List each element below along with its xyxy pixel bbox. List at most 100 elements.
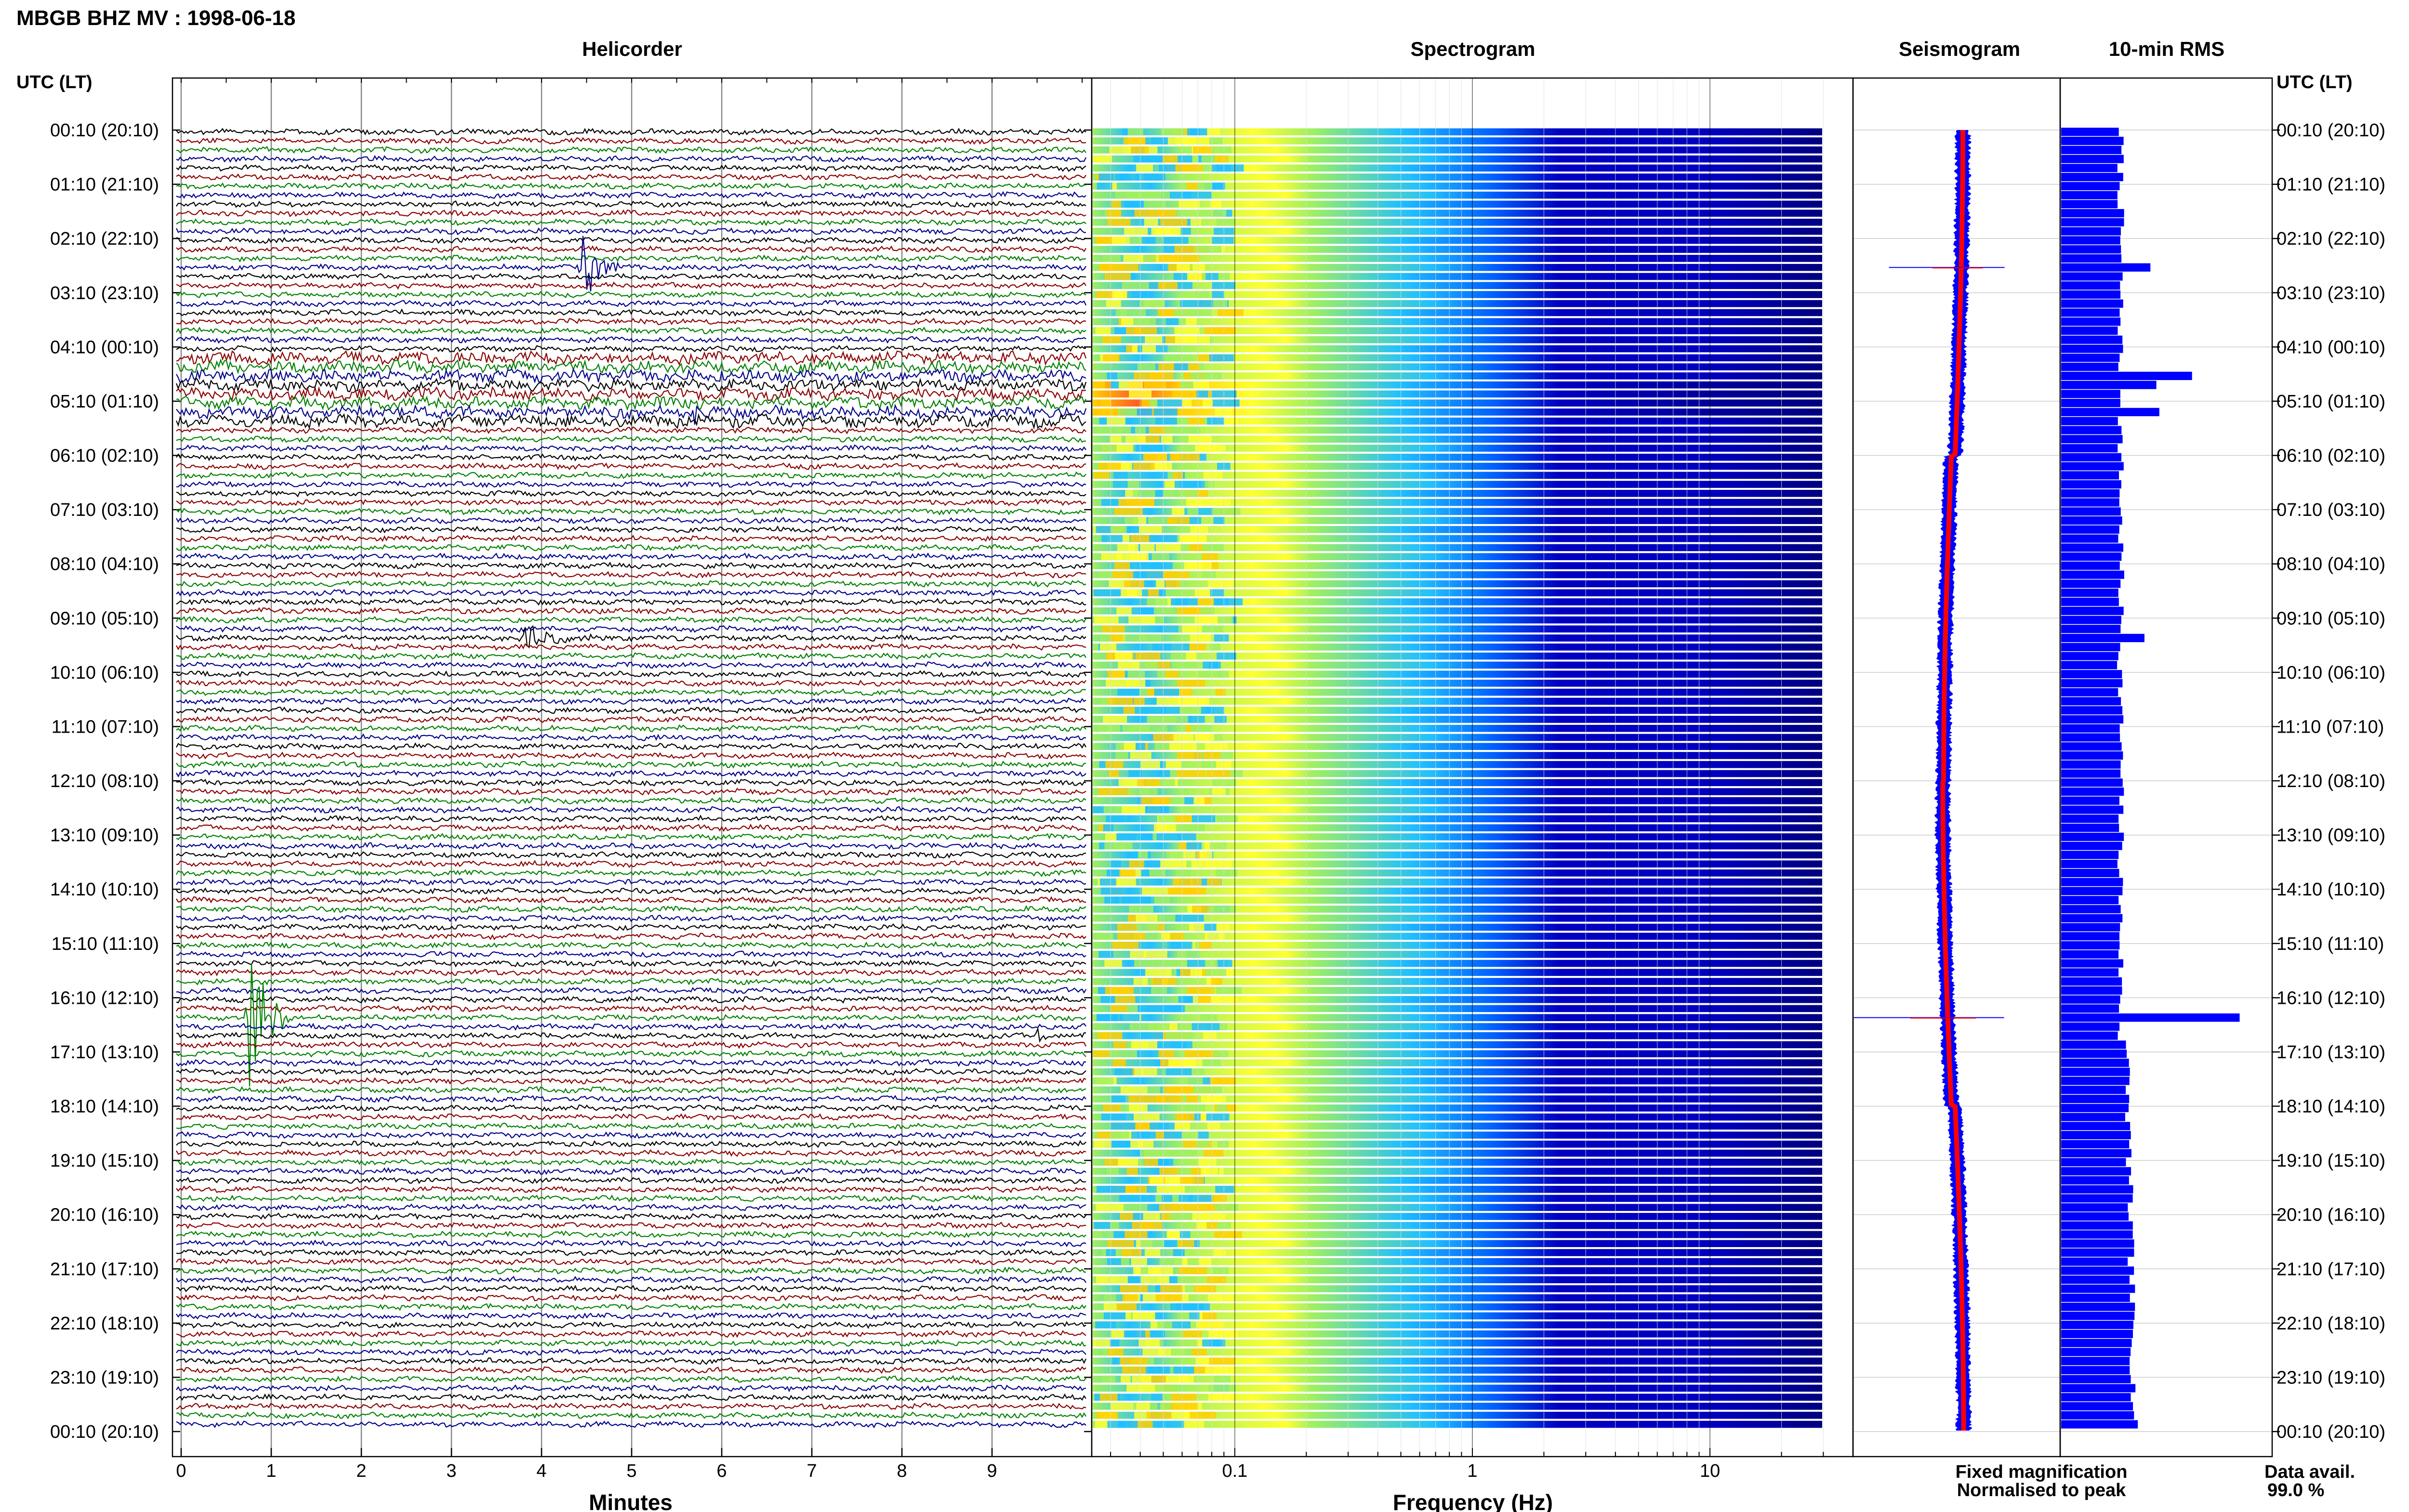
spectrogram-cell [1213, 1050, 1229, 1057]
minute-tick-label: 2 [356, 1461, 366, 1481]
minute-axis-ticks: 0 1 2 3 4 5 6 7 8 9 [176, 78, 1083, 1481]
spectrogram-cell [1155, 1384, 1182, 1392]
rms-bar [2061, 145, 2122, 154]
spectrogram-cell [1215, 688, 1226, 696]
spectrogram-cell [1177, 752, 1202, 759]
rms-bar [2061, 1221, 2133, 1230]
spectrogram-cell [1133, 1312, 1155, 1320]
spectrogram-cell [1163, 1240, 1178, 1248]
rms-bar [2061, 1013, 2240, 1022]
spectrogram-cell [1180, 969, 1193, 976]
spectrogram-row [1093, 1158, 1822, 1166]
spectrogram-row [1093, 1240, 1822, 1248]
rms-bar [2061, 625, 2121, 633]
spectrogram-cell [1214, 634, 1229, 642]
spectrogram-cell [1207, 878, 1221, 886]
helicorder-trace [176, 643, 1086, 651]
spectrogram-cell [1182, 1113, 1194, 1121]
helicorder-trace [176, 869, 1086, 877]
spectrogram-row [1093, 1231, 1822, 1238]
helicorder-trace [176, 823, 1086, 832]
spectrogram-cell [1126, 1168, 1138, 1175]
spectrogram-cell [1203, 1032, 1217, 1039]
spectrogram-cell [1216, 219, 1236, 226]
spectrogram-cell [1095, 426, 1122, 434]
helicorder-trace [176, 1149, 1086, 1157]
spectrogram-cell [1108, 1185, 1125, 1193]
helicorder-trace [176, 769, 1086, 778]
spectrogram-row [1093, 210, 1822, 217]
spectrogram-cell [1125, 435, 1146, 443]
spectrogram-cell [1165, 589, 1182, 597]
spectrogram-row [1093, 408, 1822, 416]
spectrogram-cell [1144, 661, 1158, 669]
spectrogram-cell [1214, 508, 1241, 515]
spectrogram-cell [1116, 833, 1137, 841]
spectrogram-row [1093, 1321, 1822, 1328]
minute-tick-label: 0 [176, 1461, 186, 1481]
time-label-left: 07:10 (03:10) [50, 500, 159, 520]
spectrogram-cell [1165, 426, 1191, 434]
helicorder-trace [176, 733, 1086, 741]
helicorder-trace [176, 426, 1086, 434]
helicorder-trace [176, 1113, 1086, 1121]
spectrogram-cell [1166, 318, 1179, 326]
spectrogram-cell [1184, 1050, 1204, 1057]
spectrogram-cell [1178, 200, 1200, 208]
spectrogram-row [1093, 1403, 1822, 1410]
spectrogram-cell [1148, 517, 1172, 524]
figure-title: MBGB BHZ MV : 1998-06-18 [16, 6, 295, 30]
spectrogram-cell [1209, 390, 1237, 398]
spectrogram-cell [1143, 950, 1167, 958]
helicorder-trace [176, 1249, 1086, 1257]
spectrogram-row [1093, 697, 1822, 705]
rms-bars [2061, 128, 2240, 1429]
time-label-right: 17:10 (13:10) [2277, 1042, 2385, 1063]
spectrogram-row [1093, 598, 1822, 605]
helicorder-trace [176, 887, 1086, 895]
spectrogram-cell [1099, 173, 1114, 181]
seismogram-grid [1853, 130, 2060, 1432]
spectrogram-cell [1177, 263, 1190, 271]
spectrogram-cell [1184, 797, 1195, 804]
spectrogram-cell [1180, 1077, 1203, 1085]
rms-bar [2061, 995, 2120, 1004]
spectrogram-cell [1178, 1267, 1200, 1275]
rms-bar [2061, 462, 2124, 471]
spectrogram-cell [1095, 1321, 1116, 1328]
minute-tick-label: 1 [266, 1461, 276, 1481]
spectrogram-cell [1150, 1122, 1175, 1130]
rms-bar [2061, 209, 2124, 218]
helicorder-trace [176, 273, 1086, 281]
spectrogram-row [1093, 571, 1822, 579]
rms-bar [2061, 742, 2122, 751]
spectrogram-cell [1201, 761, 1221, 768]
helicorder-trace [176, 968, 1086, 977]
spectrogram-row [1093, 1420, 1822, 1428]
spectrogram-cell [1138, 779, 1160, 787]
spectrogram-row [1093, 1258, 1822, 1265]
spectrogram-cell [1202, 553, 1218, 560]
spectrogram-cell [1165, 580, 1180, 588]
spectrogram-cell [1136, 445, 1161, 452]
rms-bar [2061, 1158, 2126, 1167]
helicorder-trace [176, 562, 1086, 570]
spectrogram-cell [1207, 1077, 1228, 1085]
spectrogram-cell [1130, 752, 1152, 759]
rms-bar [2061, 823, 2119, 832]
spectrogram-cell [1134, 1411, 1151, 1419]
spectrogram-row [1093, 1384, 1822, 1392]
spectrogram-cell [1170, 1411, 1193, 1419]
spectrogram-cell [1203, 661, 1218, 669]
rms-bar [2061, 832, 2124, 841]
helicorder-trace [176, 552, 1086, 561]
rms-bar [2061, 1293, 2130, 1302]
spectrogram-cell [1136, 914, 1158, 922]
rms-bar [2061, 950, 2119, 959]
helicorder-trace [176, 444, 1086, 452]
spectrogram-cell [1200, 607, 1215, 615]
rms-bar [2061, 480, 2121, 489]
spectrogram-cell [1189, 716, 1205, 723]
time-label-left: 06:10 (02:10) [50, 446, 159, 466]
spectrogram-cell [1155, 417, 1177, 425]
